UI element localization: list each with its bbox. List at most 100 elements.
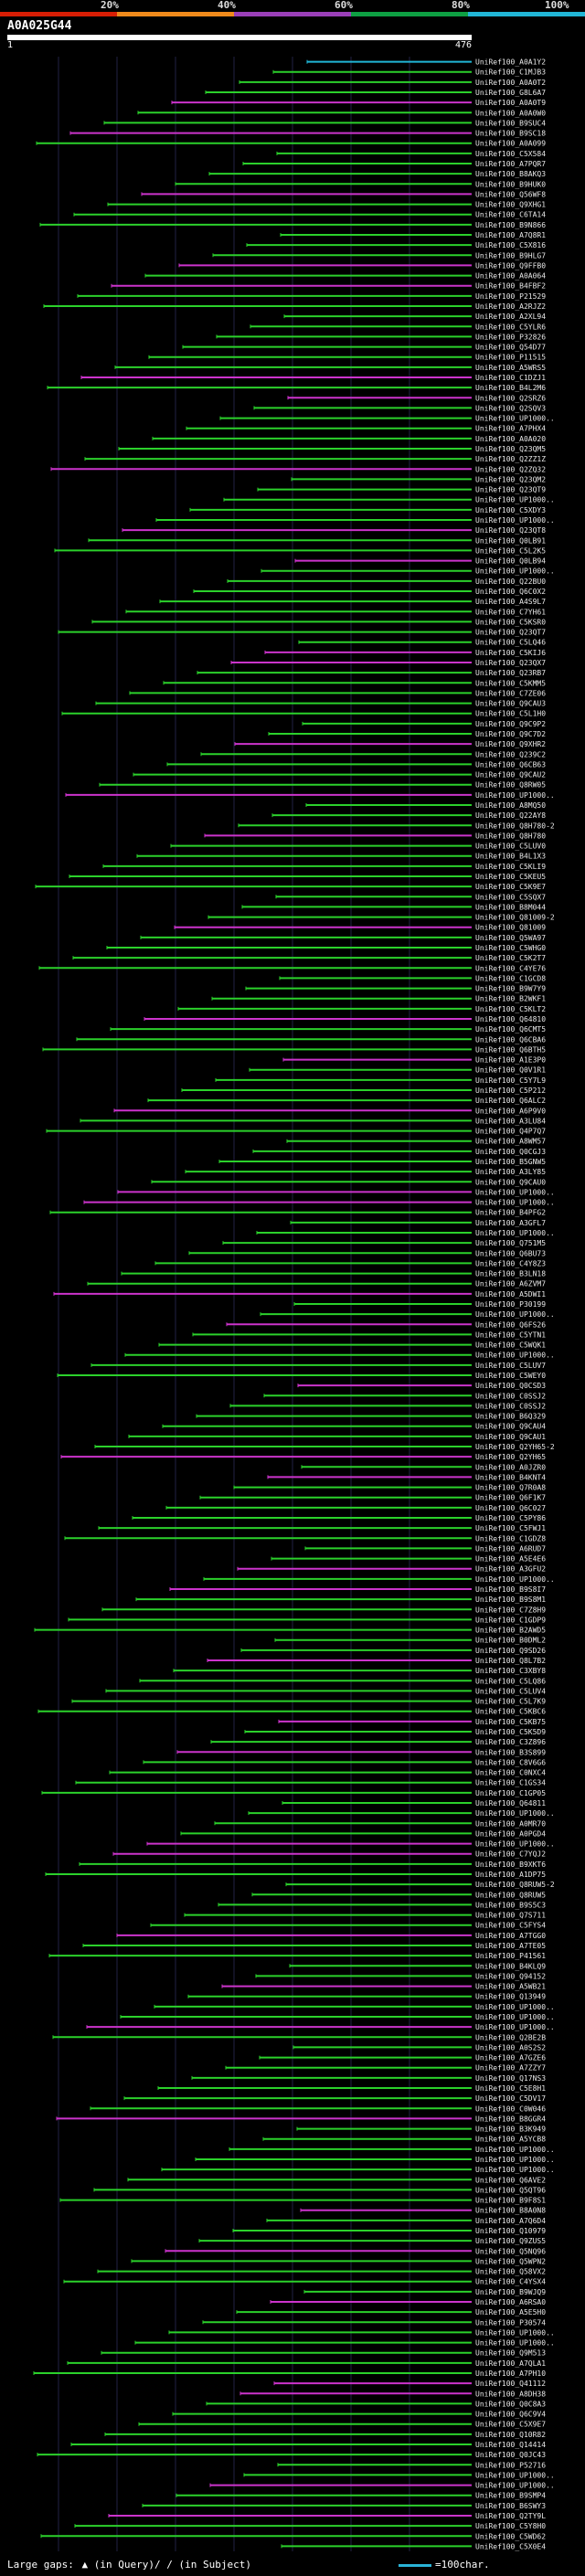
hit-label[interactable]: UniRef100_UP1000.. xyxy=(475,1840,555,1849)
hit-label[interactable]: UniRef100_P30199 xyxy=(475,1300,546,1309)
hit-label[interactable]: UniRef100_Q81009 xyxy=(475,924,546,932)
hit-label[interactable]: UniRef100_P41561 xyxy=(475,1952,546,1960)
hit-label[interactable]: UniRef100_C5X816 xyxy=(475,241,546,249)
hit-label[interactable]: UniRef100_UP1000.. xyxy=(475,567,555,576)
hit-label[interactable]: UniRef100_Q64811 xyxy=(475,1799,546,1807)
hit-label[interactable]: UniRef100_A3GFL7 xyxy=(475,1219,546,1227)
hit-label[interactable]: UniRef100_A6RUD7 xyxy=(475,1544,546,1553)
hit-label[interactable]: UniRef100_Q6CB63 xyxy=(475,760,546,769)
hit-label[interactable]: UniRef100_B4L2M6 xyxy=(475,384,546,392)
hit-label[interactable]: UniRef100_Q58VX2 xyxy=(475,2268,546,2276)
hit-label[interactable]: UniRef100_UP1000.. xyxy=(475,2003,555,2011)
hit-label[interactable]: UniRef100_Q23QT7 xyxy=(475,629,546,637)
hit-label[interactable]: UniRef100_Q5NQ96 xyxy=(475,2247,546,2255)
hit-label[interactable]: UniRef100_Q6CMT5 xyxy=(475,1025,546,1034)
hit-label[interactable]: UniRef100_UP1000.. xyxy=(475,1352,555,1360)
hit-label[interactable]: UniRef100_Q64810 xyxy=(475,1015,546,1023)
hit-label[interactable]: UniRef100_B9SC18 xyxy=(475,130,546,138)
hit-label[interactable]: UniRef100_Q14414 xyxy=(475,2441,546,2449)
hit-label[interactable]: UniRef100_Q5QT96 xyxy=(475,2186,546,2194)
hit-label[interactable]: UniRef100_B3S899 xyxy=(475,1748,546,1756)
hit-label[interactable]: UniRef100_B8GGR4 xyxy=(475,2115,546,2123)
hit-label[interactable]: UniRef100_A2RJZ2 xyxy=(475,302,546,311)
hit-label[interactable]: UniRef100_A0A0T9 xyxy=(475,99,546,107)
hit-label[interactable]: UniRef100_B6SWY3 xyxy=(475,2502,546,2510)
hit-label[interactable]: UniRef100_A5E5H0 xyxy=(475,2308,546,2316)
hit-label[interactable]: UniRef100_Q0LB91 xyxy=(475,536,546,545)
hit-label[interactable]: UniRef100_Q23QT8 xyxy=(475,526,546,535)
hit-label[interactable]: UniRef100_C5Y8H0 xyxy=(475,2522,546,2530)
hit-label[interactable]: UniRef100_Q9ZUS5 xyxy=(475,2237,546,2245)
hit-label[interactable]: UniRef100_C5SQX7 xyxy=(475,893,546,901)
hit-label[interactable]: UniRef100_Q22AY8 xyxy=(475,811,546,820)
hit-label[interactable]: UniRef100_B9SUC4 xyxy=(475,119,546,127)
hit-label[interactable]: UniRef100_UP1000.. xyxy=(475,2471,555,2479)
hit-label[interactable]: UniRef100_Q751M5 xyxy=(475,1239,546,1247)
hit-label[interactable]: UniRef100_C5X0E4 xyxy=(475,2542,546,2550)
hit-label[interactable]: UniRef100_C7Z8H9 xyxy=(475,1606,546,1614)
hit-label[interactable]: UniRef100_UP1000.. xyxy=(475,791,555,800)
hit-label[interactable]: UniRef100_A5WB21 xyxy=(475,1983,546,1991)
hit-label[interactable]: UniRef100_A7Q6D4 xyxy=(475,2217,546,2225)
hit-label[interactable]: UniRef100_UP1000.. xyxy=(475,496,555,504)
hit-label[interactable]: UniRef100_C3XBY8 xyxy=(475,1667,546,1675)
hit-label[interactable]: UniRef100_C0SSJ2 xyxy=(475,1402,546,1410)
hit-label[interactable]: UniRef100_B9HUK0 xyxy=(475,180,546,188)
hit-label[interactable]: UniRef100_C5WEY0 xyxy=(475,1372,546,1380)
hit-label[interactable]: UniRef100_Q8RUW5-2 xyxy=(475,1881,555,1889)
hit-label[interactable]: UniRef100_A7GZE6 xyxy=(475,2054,546,2062)
hit-label[interactable]: UniRef100_Q23QM2 xyxy=(475,475,546,483)
hit-label[interactable]: UniRef100_Q81009-2 xyxy=(475,914,555,922)
hit-label[interactable]: UniRef100_UP1000.. xyxy=(475,2166,555,2174)
hit-label[interactable]: UniRef100_C5KIJ6 xyxy=(475,649,546,657)
hit-label[interactable]: UniRef100_C6TA14 xyxy=(475,211,546,219)
hit-label[interactable]: UniRef100_B4KLQ9 xyxy=(475,1962,546,1970)
hit-label[interactable]: UniRef100_UP1000.. xyxy=(475,415,555,423)
hit-label[interactable]: UniRef100_P32826 xyxy=(475,333,546,341)
hit-label[interactable]: UniRef100_Q9C9P2 xyxy=(475,720,546,728)
hit-label[interactable]: UniRef100_Q0CSD3 xyxy=(475,1382,546,1390)
hit-label[interactable]: UniRef100_B9F8S1 xyxy=(475,2197,546,2205)
hit-label[interactable]: UniRef100_Q0JC43 xyxy=(475,2451,546,2459)
hit-label[interactable]: UniRef100_A2XL94 xyxy=(475,313,546,321)
hit-label[interactable]: UniRef100_UP1000.. xyxy=(475,1229,555,1237)
hit-label[interactable]: UniRef100_UP1000.. xyxy=(475,2146,555,2154)
hit-label[interactable]: UniRef100_UP1000.. xyxy=(475,1310,555,1319)
hit-label[interactable]: UniRef100_A1E3P0 xyxy=(475,1056,546,1065)
hit-label[interactable]: UniRef100_A0A1Y2 xyxy=(475,58,546,67)
hit-label[interactable]: UniRef100_UP1000.. xyxy=(475,516,555,525)
hit-label[interactable]: UniRef100_A0A064 xyxy=(475,272,546,281)
hit-label[interactable]: UniRef100_B3K949 xyxy=(475,2125,546,2134)
hit-label[interactable]: UniRef100_C5KMM5 xyxy=(475,679,546,687)
hit-label[interactable]: UniRef100_B2WKF1 xyxy=(475,995,546,1003)
hit-label[interactable]: UniRef100_C4YE76 xyxy=(475,964,546,972)
hit-label[interactable]: UniRef100_A0A020 xyxy=(475,435,546,443)
hit-label[interactable]: UniRef100_A0A0T2 xyxy=(475,79,546,87)
hit-label[interactable]: UniRef100_Q56WF8 xyxy=(475,190,546,198)
hit-label[interactable]: UniRef100_C7ZE06 xyxy=(475,689,546,697)
hit-label[interactable]: UniRef100_C5KEU5 xyxy=(475,873,546,881)
hit-label[interactable]: UniRef100_C1GDP9 xyxy=(475,1616,546,1624)
hit-label[interactable]: UniRef100_C5KLT2 xyxy=(475,1005,546,1013)
hit-label[interactable]: UniRef100_A5YCB8 xyxy=(475,2136,546,2144)
hit-label[interactable]: UniRef100_C5P212 xyxy=(475,1087,546,1095)
hit-label[interactable]: UniRef100_C5E8H1 xyxy=(475,2084,546,2093)
hit-label[interactable]: UniRef100_P11515 xyxy=(475,354,546,362)
hit-label[interactable]: UniRef100_B5GNW5 xyxy=(475,1158,546,1166)
hit-label[interactable]: UniRef100_C7YH61 xyxy=(475,608,546,616)
hit-label[interactable]: UniRef100_C5L1H0 xyxy=(475,710,546,718)
hit-label[interactable]: UniRef100_A7PHX4 xyxy=(475,425,546,433)
hit-label[interactable]: UniRef100_A1DP75 xyxy=(475,1871,546,1879)
hit-label[interactable]: UniRef100_Q7S711 xyxy=(475,1912,546,1920)
hit-label[interactable]: UniRef100_A3GFU2 xyxy=(475,1565,546,1574)
hit-label[interactable]: UniRef100_Q2ZZ1Z xyxy=(475,455,546,463)
hit-label[interactable]: UniRef100_Q10R82 xyxy=(475,2431,546,2439)
hit-label[interactable]: UniRef100_B9SMP4 xyxy=(475,2492,546,2500)
hit-label[interactable]: UniRef100_Q9CAU4 xyxy=(475,1423,546,1431)
hit-label[interactable]: UniRef100_C0W046 xyxy=(475,2104,546,2113)
hit-label[interactable]: UniRef100_UP1000.. xyxy=(475,1809,555,1818)
hit-label[interactable]: UniRef100_C1MJB3 xyxy=(475,69,546,77)
hit-label[interactable]: UniRef100_Q2YH65 xyxy=(475,1453,546,1461)
hit-label[interactable]: UniRef100_Q9CAU1 xyxy=(475,1433,546,1441)
hit-label[interactable]: UniRef100_B9WJQ9 xyxy=(475,2288,546,2296)
